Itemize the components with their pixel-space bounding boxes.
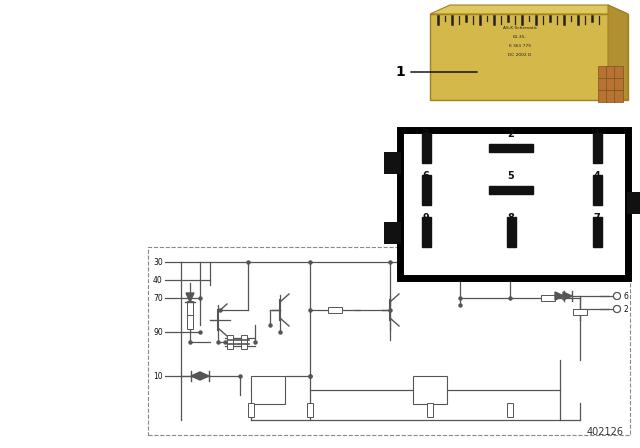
Bar <box>148 247 630 435</box>
Text: 8: 8 <box>508 213 515 223</box>
Circle shape <box>614 293 621 300</box>
Text: 10: 10 <box>153 371 163 380</box>
Bar <box>384 152 401 174</box>
Bar <box>422 133 431 163</box>
Text: 90: 90 <box>153 327 163 336</box>
Text: 7: 7 <box>594 213 600 223</box>
Polygon shape <box>430 14 628 100</box>
Bar <box>422 217 431 247</box>
Circle shape <box>614 258 621 266</box>
Bar <box>227 335 233 349</box>
Bar <box>614 78 623 90</box>
Bar <box>489 144 533 152</box>
Bar <box>187 301 193 315</box>
Bar <box>614 66 623 78</box>
Circle shape <box>614 271 621 277</box>
Text: 402126: 402126 <box>587 427 624 437</box>
Text: 6: 6 <box>422 171 429 181</box>
Bar <box>427 403 433 417</box>
Text: 70: 70 <box>153 293 163 302</box>
Bar <box>598 78 607 90</box>
Bar <box>187 315 193 329</box>
Text: 9: 9 <box>422 213 429 223</box>
Text: 3: 3 <box>422 129 429 139</box>
Bar <box>400 130 628 278</box>
Bar <box>598 66 607 78</box>
Bar <box>593 175 602 205</box>
Bar <box>606 66 615 78</box>
Bar <box>541 295 555 301</box>
Text: 6 361 775: 6 361 775 <box>509 44 531 48</box>
Bar <box>507 217 516 247</box>
Bar <box>489 186 533 194</box>
Polygon shape <box>430 5 628 14</box>
Circle shape <box>614 271 621 277</box>
Bar <box>627 192 640 214</box>
Bar <box>251 376 285 404</box>
Bar <box>593 217 602 247</box>
Bar <box>413 376 447 404</box>
Bar <box>573 309 587 315</box>
Text: 30: 30 <box>153 258 163 267</box>
Bar <box>614 90 623 102</box>
Text: 5: 5 <box>508 171 515 181</box>
Bar <box>400 130 628 278</box>
Polygon shape <box>525 270 534 278</box>
Polygon shape <box>186 293 194 302</box>
Polygon shape <box>555 292 564 300</box>
Text: 6: 6 <box>624 292 629 301</box>
Bar <box>593 133 602 163</box>
Circle shape <box>614 258 621 266</box>
Circle shape <box>614 306 621 313</box>
Bar <box>422 175 431 205</box>
Bar <box>307 403 313 417</box>
Bar <box>241 335 247 349</box>
Bar <box>384 222 401 244</box>
Circle shape <box>614 293 621 300</box>
Text: 1: 1 <box>396 65 405 79</box>
Bar <box>328 307 342 313</box>
Bar <box>606 90 615 102</box>
Polygon shape <box>563 292 572 300</box>
Text: DC 2002 D: DC 2002 D <box>508 53 532 57</box>
Circle shape <box>614 306 621 313</box>
Polygon shape <box>191 372 200 380</box>
Text: 1: 1 <box>594 129 600 139</box>
Bar <box>248 403 254 417</box>
Text: 61.35-: 61.35- <box>513 35 527 39</box>
Polygon shape <box>200 372 209 380</box>
Text: 4: 4 <box>594 171 600 181</box>
Text: 5: 5 <box>624 258 629 267</box>
Polygon shape <box>525 258 534 266</box>
Text: 8: 8 <box>624 270 628 279</box>
Polygon shape <box>608 5 628 100</box>
Text: 2: 2 <box>624 305 628 314</box>
Text: AS-K Schematic: AS-K Schematic <box>503 26 537 30</box>
Text: 2: 2 <box>508 129 515 139</box>
Bar <box>598 90 607 102</box>
Text: 40: 40 <box>153 276 163 284</box>
Bar <box>507 403 513 417</box>
Bar <box>606 78 615 90</box>
